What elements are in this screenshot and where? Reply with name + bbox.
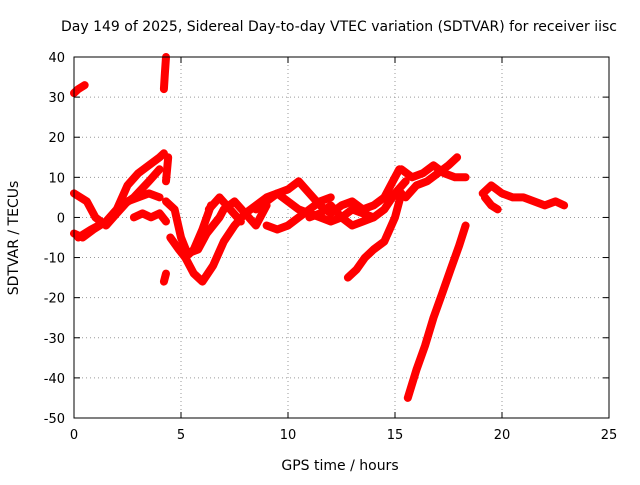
series-markers-trace-19	[402, 154, 461, 201]
series-trace-19	[401, 153, 462, 202]
chart-title: Day 149 of 2025, Sidereal Day-to-day VTE…	[61, 19, 617, 35]
series-markers-trace-2	[160, 53, 170, 93]
y-tick-label-7: 20	[48, 131, 65, 146]
series-markers-trace-6	[130, 210, 170, 225]
series-trace-16	[305, 177, 410, 230]
series-markers-trace-7	[162, 154, 172, 185]
series-trace-8	[159, 269, 170, 286]
series-trace-2	[159, 53, 170, 94]
x-tick-label-1: 5	[177, 428, 185, 443]
series-markers-trace-15	[263, 194, 334, 233]
y-tick-label-9: 40	[48, 51, 65, 66]
series-markers-trace-22	[481, 194, 501, 213]
plot-frame	[73, 56, 610, 419]
y-tick-label-4: -10	[44, 252, 65, 267]
series-trace-21	[478, 181, 569, 210]
series-markers-trace-16	[306, 178, 409, 229]
y-tick-label-8: 30	[48, 91, 65, 106]
x-tick-label-0: 0	[70, 428, 78, 443]
x-tick-label-2: 10	[280, 428, 297, 443]
x-axis-label: GPS time / hours	[281, 458, 398, 474]
y-tick-label-5: 0	[57, 211, 65, 226]
series-trace-20	[403, 221, 470, 402]
series-trace-5	[74, 165, 164, 242]
y-tick-label-6: 10	[48, 171, 65, 186]
series-trace-17	[343, 189, 406, 282]
series-trace-6	[129, 209, 170, 226]
series-trace-13	[219, 197, 271, 230]
series-trace-7	[162, 153, 173, 186]
series-trace-22	[480, 193, 502, 214]
x-tick-label-4: 20	[494, 428, 511, 443]
x-tick-label-5: 25	[601, 428, 618, 443]
y-tick-label-2: -30	[44, 332, 65, 347]
series-markers-trace-20	[404, 222, 469, 402]
series-trace-15	[262, 193, 335, 234]
series-trace-1	[70, 81, 89, 98]
series-markers-trace-5	[75, 166, 163, 241]
series-markers-trace-17	[344, 190, 405, 281]
series-markers-trace-8	[160, 270, 170, 285]
x-tick-label-3: 15	[387, 428, 404, 443]
series-markers-trace-13	[220, 198, 270, 229]
y-tick-label-0: -50	[44, 412, 65, 427]
y-axis-label: SDTVAR / TECUs	[6, 181, 22, 296]
grid-lines	[74, 57, 609, 418]
axis-ticks: 0 5 10 15 20 25 -50 -40 -30 -20 -10 0 10 20 30 40	[44, 51, 618, 443]
series-markers-trace-21	[479, 182, 568, 209]
y-tick-label-3: -20	[44, 292, 65, 307]
data-points	[70, 53, 569, 402]
y-tick-label-1: -40	[44, 372, 65, 387]
